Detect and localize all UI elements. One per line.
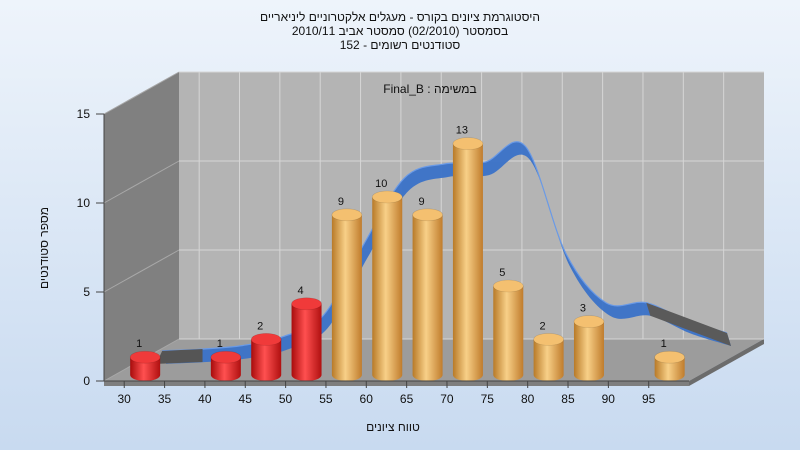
bar: 2 (533, 320, 564, 381)
x-tick-label: 70 (440, 392, 454, 406)
bar-value-label: 1 (661, 338, 667, 350)
bar: 4 (291, 285, 322, 381)
x-tick-label: 50 (279, 392, 293, 406)
y-tick-label: 0 (83, 374, 90, 388)
bar-cap (573, 315, 605, 328)
x-tick-label: 85 (561, 392, 575, 406)
x-tick-label: 35 (158, 392, 172, 406)
bar-cap (452, 137, 484, 150)
bar-body (130, 357, 161, 381)
x-tick-label: 45 (239, 392, 253, 406)
y-tick-label: 5 (83, 285, 90, 299)
bar: 1 (129, 338, 161, 381)
floor-edge-side (689, 339, 764, 386)
bar: 1 (654, 338, 685, 381)
bar-value-label: 9 (338, 196, 344, 208)
bar-value-label: 1 (136, 338, 142, 350)
x-tick-label: 90 (602, 392, 616, 406)
bar: 10 (371, 178, 403, 381)
curve-tail-left (156, 349, 203, 364)
bar-cap (331, 208, 363, 222)
x-tick-label: 30 (117, 392, 131, 406)
grid-lines (103, 71, 764, 382)
y-tick-label: 10 (77, 196, 91, 210)
bar-value-label: 2 (257, 320, 263, 332)
bar-cap (654, 350, 685, 364)
floor-edge (104, 381, 689, 386)
bar-cap (371, 190, 403, 204)
bar-body (533, 339, 564, 381)
bar: 2 (250, 320, 282, 381)
x-tick-label: 65 (400, 392, 414, 406)
bar-body (210, 357, 241, 381)
x-tick-label: 55 (319, 392, 333, 406)
grid-line-side (103, 71, 180, 115)
bar-value-label: 3 (580, 303, 586, 315)
bar-body (291, 303, 322, 381)
bar-cap (210, 350, 242, 364)
grid-line-side (103, 249, 180, 293)
bar-body (452, 143, 483, 381)
grid-line-side (103, 160, 180, 204)
bar-body (251, 339, 282, 381)
bar-cap (129, 350, 161, 364)
bar: 9 (331, 196, 363, 381)
x-tick-label: 40 (198, 392, 212, 406)
bar-cap (250, 333, 282, 346)
bar: 9 (412, 196, 443, 381)
bar-value-label: 13 (456, 125, 468, 137)
bar: 5 (492, 267, 524, 381)
y-axis-label: מספר סטודנטים (37, 207, 51, 289)
side-wall (104, 72, 179, 381)
bar-body (331, 214, 362, 381)
bar-cap (492, 279, 524, 293)
bar: 3 (573, 303, 605, 381)
x-tick-label: 75 (481, 392, 495, 406)
bar-body (573, 321, 604, 381)
bar-value-label: 4 (297, 285, 303, 297)
bar-body (372, 197, 403, 381)
x-tick-label: 80 (521, 392, 535, 406)
bar-value-label: 5 (499, 267, 505, 279)
x-axis-label: טווח ציונים (366, 420, 420, 434)
bar-body (654, 357, 685, 381)
bar-value-label: 9 (419, 196, 425, 208)
bar-value-label: 10 (375, 178, 387, 190)
bar-cap (412, 208, 443, 222)
chart-title-line-3: סטודנטים רשומים - 152 (340, 38, 461, 52)
assignment-label: במשימה : Final_B (383, 82, 476, 96)
curve-tail-right (646, 302, 731, 347)
bars: 1 1 2 4 9 10 9 13 5 2 3 1 (129, 125, 685, 381)
chart-title-line-2: בסמסטר (02/2010) סמסטר אביב 2010/11 (292, 24, 508, 38)
bar-body (493, 286, 524, 381)
y-tick-label: 15 (77, 107, 91, 121)
bar-body (412, 214, 443, 381)
bar-value-label: 1 (217, 338, 223, 350)
bar: 13 (452, 125, 484, 381)
x-tick-label: 95 (642, 392, 656, 406)
bar: 1 (210, 338, 242, 381)
bar-cap (291, 297, 322, 311)
x-tick-label: 60 (360, 392, 374, 406)
chart-title-line-1: היסטוגרמת ציונים בקורס - מעגלים אלקטרוני… (260, 10, 540, 24)
bar-value-label: 2 (540, 320, 546, 332)
bar-cap (533, 333, 564, 346)
